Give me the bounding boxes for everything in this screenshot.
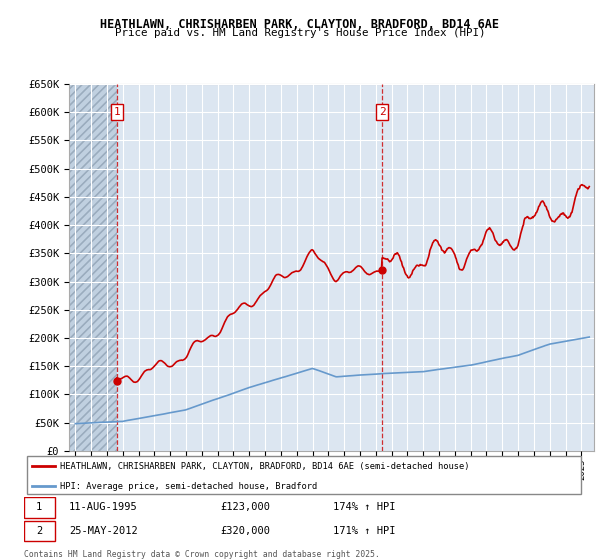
Text: Price paid vs. HM Land Registry's House Price Index (HPI): Price paid vs. HM Land Registry's House … [115,28,485,38]
Text: 25-MAY-2012: 25-MAY-2012 [69,526,137,536]
Text: HEATHLAWN, CHRISHARBEN PARK, CLAYTON, BRADFORD, BD14 6AE (semi-detached house): HEATHLAWN, CHRISHARBEN PARK, CLAYTON, BR… [61,463,470,472]
FancyBboxPatch shape [27,456,581,494]
Text: 171% ↑ HPI: 171% ↑ HPI [332,526,395,536]
Text: £320,000: £320,000 [220,526,271,536]
FancyBboxPatch shape [24,497,55,517]
Text: HEATHLAWN, CHRISHARBEN PARK, CLAYTON, BRADFORD, BD14 6AE: HEATHLAWN, CHRISHARBEN PARK, CLAYTON, BR… [101,18,499,31]
Text: 1: 1 [36,502,42,512]
Bar [69,84,117,451]
Text: 2: 2 [36,526,42,536]
Text: 11-AUG-1995: 11-AUG-1995 [69,502,137,512]
Text: £123,000: £123,000 [220,502,271,512]
Text: 174% ↑ HPI: 174% ↑ HPI [332,502,395,512]
Text: HPI: Average price, semi-detached house, Bradford: HPI: Average price, semi-detached house,… [61,482,318,491]
Text: Contains HM Land Registry data © Crown copyright and database right 2025.
This d: Contains HM Land Registry data © Crown c… [24,550,380,560]
Text: 2: 2 [379,107,385,117]
Text: 1: 1 [113,107,120,117]
Bar [69,84,117,451]
FancyBboxPatch shape [24,521,55,542]
